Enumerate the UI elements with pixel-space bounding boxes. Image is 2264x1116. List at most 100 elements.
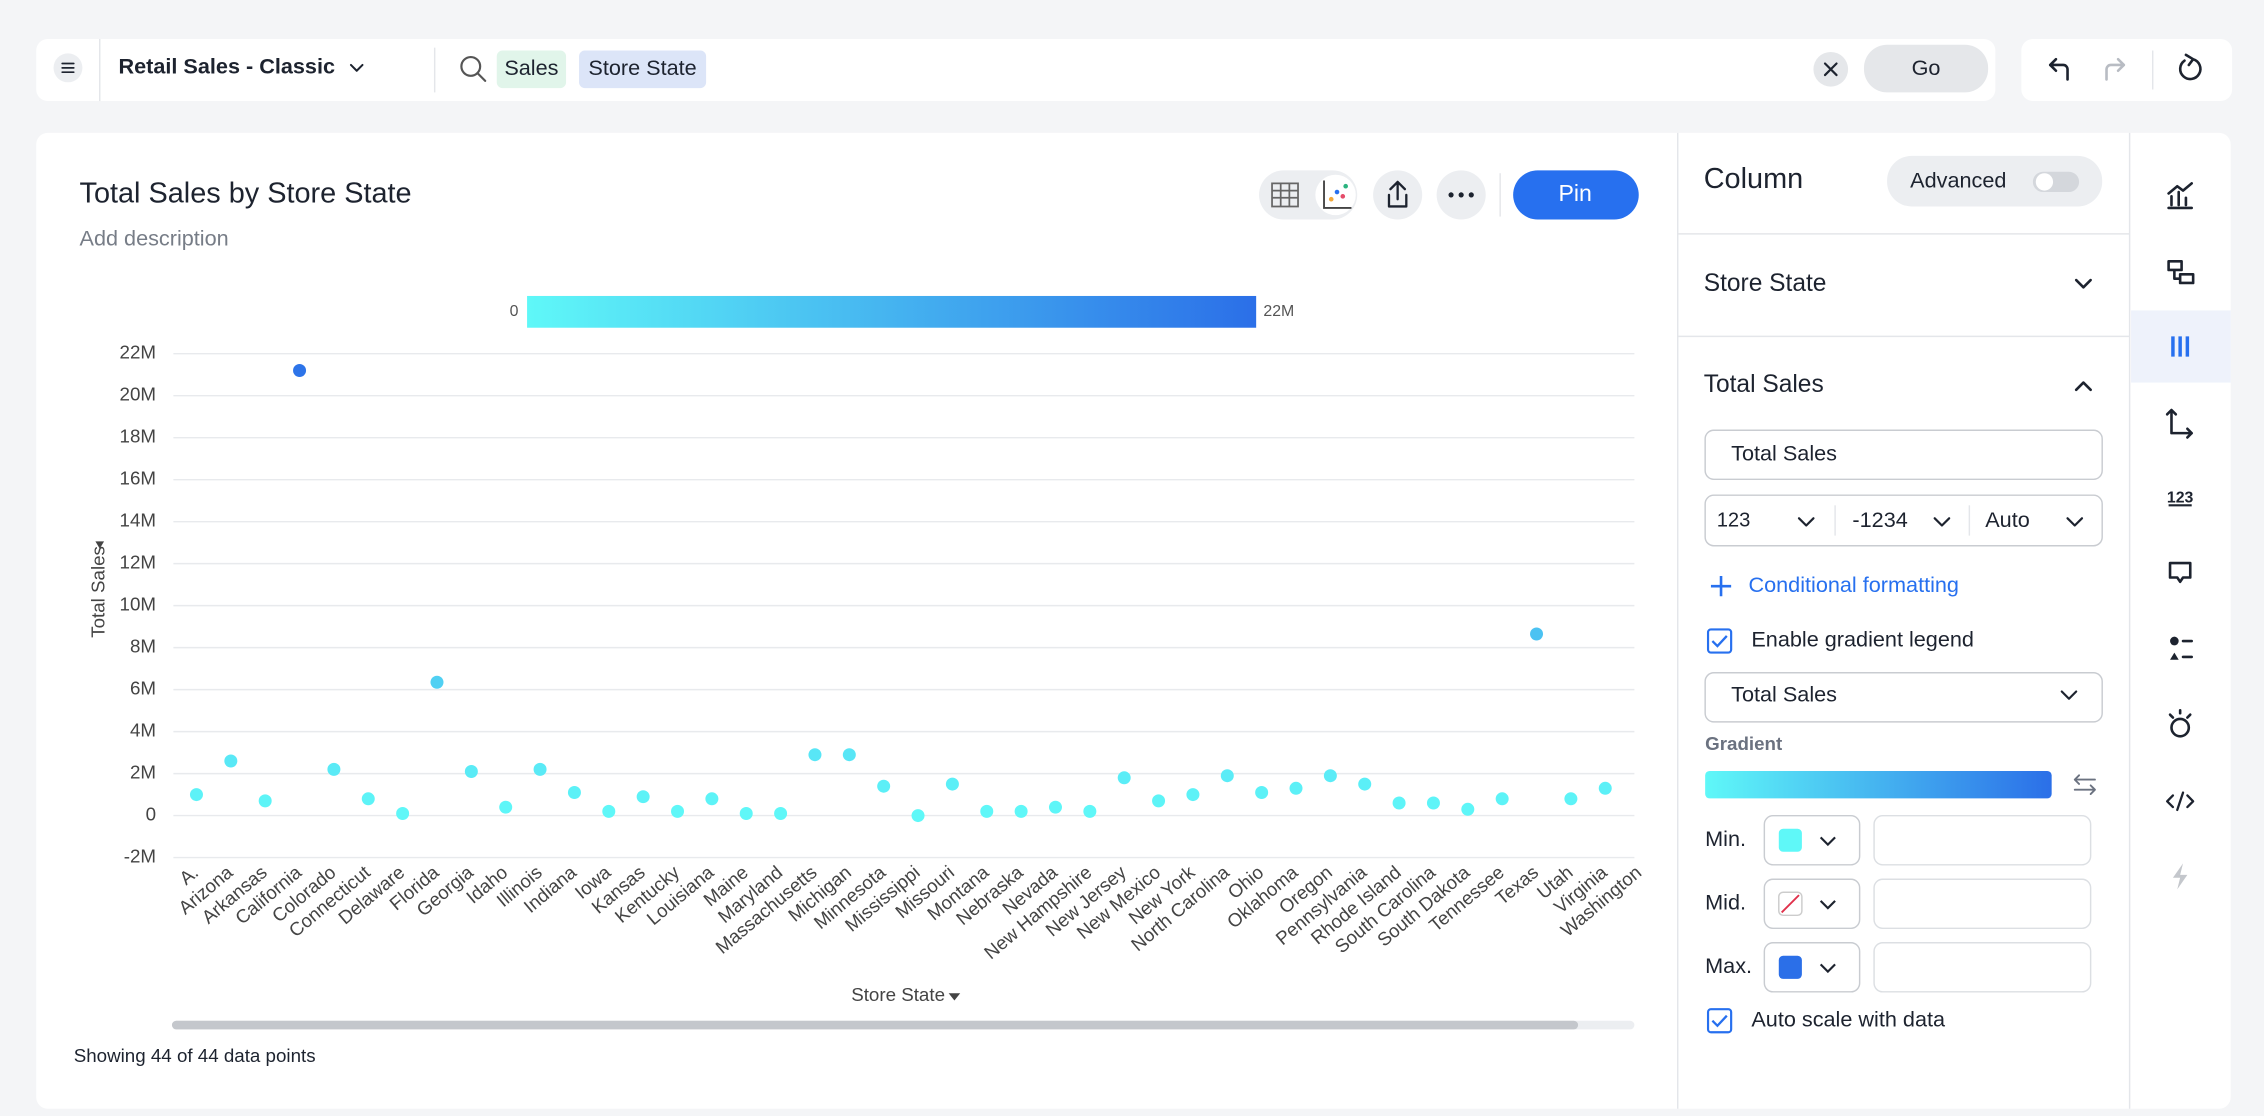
data-point (1564, 792, 1578, 806)
icon-dot (1458, 192, 1464, 198)
advanced-toggle[interactable] (1887, 155, 2103, 207)
embed-button[interactable] (2165, 791, 2195, 812)
data-point (1426, 796, 1440, 810)
chart-description[interactable]: Add description (80, 225, 229, 250)
chart-type-button[interactable] (2167, 182, 2193, 210)
data-point (636, 790, 650, 804)
format-option[interactable]: -1234 (1852, 507, 1907, 532)
format-select[interactable] (1704, 494, 2103, 547)
y-tick-label: 14M (120, 510, 156, 531)
y-tick-label: 6M (130, 678, 156, 699)
pin-button[interactable] (1513, 170, 1639, 220)
swap-button[interactable] (2073, 774, 2096, 795)
color-legend-bar (527, 295, 1257, 328)
scrollbar-thumb[interactable] (171, 1020, 1579, 1030)
y-tick-label: 10M (120, 594, 156, 615)
chevron (1797, 517, 2084, 527)
insights-button[interactable] (2170, 717, 2191, 738)
data-point (1255, 785, 1269, 799)
gradient-stops: Min. Mid. Max. (1705, 814, 2092, 993)
data-point (189, 788, 203, 802)
data-point (464, 765, 478, 778)
name-input-text: Total Sales (1731, 440, 1837, 465)
y-axis-label[interactable]: Total Sales (88, 546, 109, 638)
data-point (396, 806, 410, 820)
chart-toolbar: Pin (1259, 170, 1639, 220)
go-button[interactable] (1863, 44, 1989, 93)
data-point (1186, 788, 1200, 802)
column-settings-button[interactable] (2171, 336, 2190, 357)
data-point (705, 792, 719, 806)
main-card (36, 132, 2231, 1109)
stop-value-input[interactable] (1873, 878, 2092, 930)
chevron (2074, 278, 2092, 289)
name-input[interactable] (1704, 429, 2103, 481)
stop-value-input[interactable] (1873, 942, 2092, 993)
tooltip-button[interactable] (2168, 561, 2192, 584)
configure-button[interactable] (2167, 260, 2195, 285)
data-point (327, 762, 341, 776)
data-point (911, 809, 925, 823)
checkbox-label: Auto scale with data (1751, 1006, 1946, 1031)
plus-icon (1710, 576, 1732, 597)
y-tick-label: 8M (130, 636, 156, 657)
chevron (349, 63, 364, 72)
token[interactable] (496, 50, 567, 89)
data-point (293, 364, 307, 378)
data-point (739, 806, 753, 820)
conditional-link[interactable]: Conditional formatting (1748, 572, 1959, 597)
data-point (842, 748, 856, 762)
stop-value-input[interactable] (1873, 814, 2092, 866)
icon-dot (1343, 183, 1348, 189)
data-point (602, 804, 616, 818)
reset-button[interactable] (2178, 53, 2202, 81)
redo-button[interactable] (2105, 57, 2126, 81)
y-tick-label: -2M (124, 846, 156, 867)
legend-select-text: Total Sales (1731, 682, 1837, 707)
data-point (1358, 777, 1372, 791)
undo-button[interactable] (2048, 57, 2069, 81)
format-option[interactable]: 123 (1717, 510, 1751, 532)
data-point (258, 794, 272, 808)
data-point (1598, 781, 1612, 795)
data-point (1392, 796, 1406, 810)
color-select[interactable] (1763, 814, 1861, 866)
worksheet-name[interactable]: Retail Sales - Classic (119, 54, 336, 79)
checkbox[interactable] (1706, 1008, 1733, 1034)
chevron (2074, 381, 2092, 392)
data-point-count: Showing 44 of 44 data points (74, 1045, 316, 1066)
checkbox-label: Enable gradient legend (1751, 627, 1974, 652)
chart-view-button[interactable] (1315, 174, 1356, 216)
section-title[interactable]: Total Sales (1704, 371, 1824, 398)
y-tick-label: 4M (130, 720, 156, 741)
data-point (671, 804, 685, 818)
x-axis-label[interactable]: Store State (851, 984, 945, 1005)
spotiq-button[interactable] (2172, 863, 2188, 890)
chevron (1819, 963, 1836, 974)
y-tick-label: 0 (146, 804, 156, 825)
token-text: Sales (504, 55, 558, 80)
data-point (1117, 771, 1131, 785)
y-tick-label: 16M (120, 468, 156, 489)
format-option[interactable]: Auto (1985, 507, 2030, 532)
icon-dot (1334, 189, 1340, 195)
legend-button[interactable] (2181, 639, 2193, 659)
section-title[interactable]: Store State (1704, 270, 1827, 297)
data-point (774, 806, 788, 820)
color-swatch (1778, 955, 1802, 979)
y-tick-label: 12M (120, 552, 156, 573)
table-icon (1271, 182, 1299, 208)
icon-dot (2170, 636, 2179, 646)
checkbox[interactable] (1706, 628, 1733, 654)
data-point (1048, 800, 1062, 814)
chevron (1819, 900, 1836, 910)
icon-shape (2170, 652, 2179, 660)
token[interactable] (579, 50, 707, 89)
axis-button[interactable] (2165, 408, 2193, 439)
color-select[interactable] (1763, 942, 1861, 993)
stop-label: Mid. (1705, 889, 1746, 914)
number-format-icon[interactable]: 123 (2167, 489, 2194, 506)
legend-select[interactable] (1704, 672, 2103, 723)
sidebar: 123 (2131, 182, 2231, 890)
